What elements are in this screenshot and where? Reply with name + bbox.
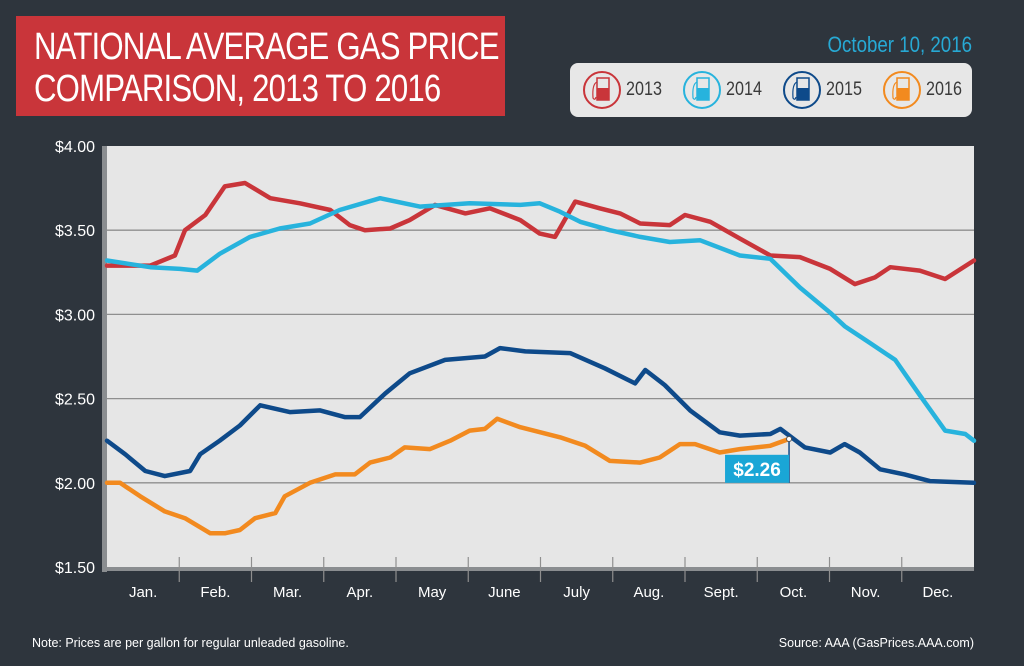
legend-label: 2013 [626,79,662,100]
y-tick-label: $1.50 [55,560,95,577]
gas-pump-icon [683,71,721,109]
y-tick-label: $2.00 [55,476,95,493]
y-tick-label: $3.50 [55,223,95,240]
y-tick-label: $3.00 [55,307,95,324]
legend-item-2014: 2014 [682,71,768,109]
annotation-box [725,454,790,483]
legend-label: 2015 [826,79,862,100]
plot-area [107,146,974,567]
gas-pump-icon [783,71,821,109]
date-label: October 10, 2016 [827,32,972,57]
legend-item-2013: 2013 [582,71,668,109]
x-tick-label: Mar. [273,584,302,601]
x-axis-line [102,567,974,571]
x-tick-label: Feb. [200,584,230,601]
series-line-2015 [104,345,977,486]
x-tick-label: Sept. [704,584,739,601]
x-tick-label: Apr. [347,584,374,601]
x-tick-label: July [563,584,590,601]
annotation-label: $2.26 [733,460,781,481]
title-line-2: COMPARISON, 2013 TO 2016 [34,68,441,110]
annotation-marker [786,436,793,443]
footnote: Note: Prices are per gallon for regular … [32,636,349,650]
x-tick-label: Aug. [633,584,664,601]
legend-item-2016: 2016 [882,71,968,109]
legend: 2013 2014 2015 2016 [570,63,972,117]
legend-label: 2014 [726,79,762,100]
x-tick-label: Oct. [780,584,808,601]
x-tick-label: June [488,584,521,601]
series-line-2013 [104,180,977,287]
x-tick-label: May [418,584,447,601]
y-tick-label: $2.50 [55,392,95,409]
gas-pump-icon [883,71,921,109]
series-line-2014 [104,195,977,443]
source-note: Source: AAA (GasPrices.AAA.com) [778,636,974,650]
x-tick-label: Nov. [851,584,881,601]
y-tick-label: $4.00 [55,139,95,156]
x-tick-label: Jan. [129,584,157,601]
gas-pump-icon [583,71,621,109]
title-line-1: NATIONAL AVERAGE GAS PRICE [34,26,500,68]
title-banner: NATIONAL AVERAGE GAS PRICE COMPARISON, 2… [16,16,505,116]
series-line-2016 [104,416,792,536]
y-axis-line [102,146,107,572]
x-tick-label: Dec. [922,584,953,601]
legend-label: 2016 [926,79,962,100]
legend-item-2015: 2015 [782,71,868,109]
